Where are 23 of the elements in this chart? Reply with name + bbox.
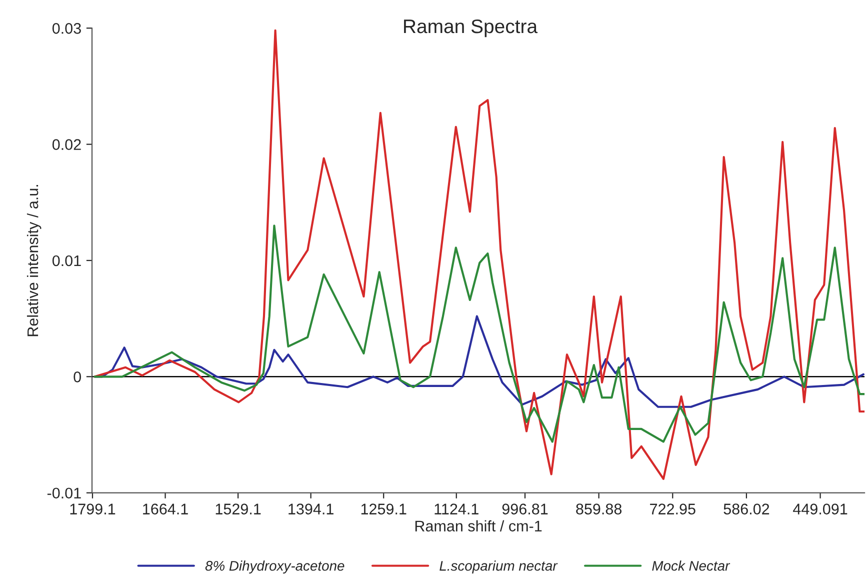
- y-tick-label: 0: [74, 372, 81, 382]
- x-tick-label: 1124.1: [434, 504, 478, 514]
- legend-label: L.scoparium nectar: [440, 560, 558, 574]
- x-tick-label: 1529.1: [216, 504, 261, 514]
- y-tick-label: -0.01: [47, 488, 81, 499]
- legend-label: 8% Dihydroxy-acetone: [205, 560, 344, 574]
- x-tick-label: 449.091: [793, 504, 848, 514]
- y-tick-label: 0.02: [52, 139, 81, 150]
- x-tick-label: 1394.1: [288, 504, 334, 514]
- x-tick-label: 859.88: [576, 504, 622, 514]
- x-axis-title: Raman shift / cm-1: [415, 520, 542, 532]
- chart-title: Raman Spectra: [404, 19, 538, 38]
- y-axis-title: Relative intensity / a.u.: [26, 185, 42, 336]
- x-tick-label: 1799.1: [70, 504, 116, 514]
- x-tick-label: 1259.1: [361, 504, 406, 514]
- x-tick-label: 722.95: [650, 504, 696, 514]
- legend-label: Mock Nectar: [652, 560, 730, 571]
- x-tick-label: 586.02: [724, 504, 770, 514]
- y-tick-label: 0.01: [52, 255, 81, 266]
- line-series: [94, 224, 865, 443]
- y-tick-label: 0.03: [52, 22, 81, 34]
- x-tick-label: 1664.1: [143, 504, 188, 514]
- x-tick-label: 996.81: [502, 504, 548, 514]
